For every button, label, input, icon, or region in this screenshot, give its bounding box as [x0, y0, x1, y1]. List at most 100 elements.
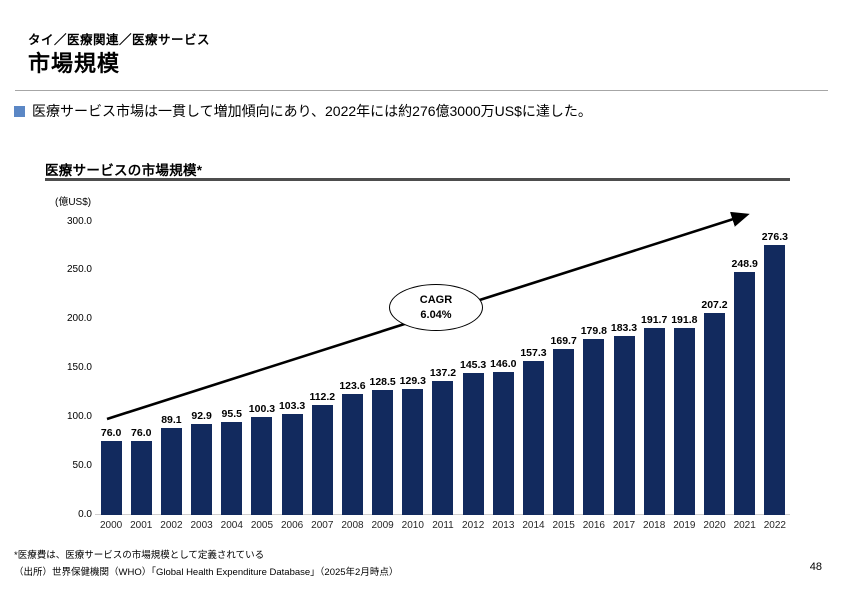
bar-rect — [462, 373, 484, 515]
bar-rect — [130, 440, 152, 515]
bar-rect — [643, 327, 665, 515]
x-tick-label: 2010 — [401, 520, 424, 531]
bar-rect — [221, 421, 243, 515]
bar-value-label: 92.9 — [191, 410, 212, 423]
bar-rect — [432, 381, 454, 515]
bar-2004: 95.5 — [217, 408, 247, 515]
y-axis-ticks: 300.0 250.0 200.0 150.0 100.0 50.0 0.0 — [40, 216, 92, 520]
x-tick-label: 2015 — [552, 520, 575, 531]
bar-2013: 146.0 — [488, 358, 518, 515]
x-tick-label: 2009 — [371, 520, 394, 531]
bar-value-label: 179.8 — [580, 325, 607, 338]
bar-2021: 248.9 — [730, 258, 760, 515]
bar-rect — [311, 405, 333, 515]
summary-bullet: 医療サービス市場は一貫して増加傾向にあり、2022年には約276億3000万US… — [14, 102, 814, 121]
y-tick-label: 50.0 — [72, 459, 92, 471]
bar-2008: 123.6 — [337, 380, 367, 515]
bar-2001: 76.0 — [126, 427, 156, 515]
bar-rect — [191, 424, 213, 515]
bar-2020: 207.2 — [699, 299, 729, 515]
footnote-source: （出所）世界保健機関（WHO）「Global Health Expenditur… — [14, 567, 399, 578]
bar-rect — [251, 417, 273, 515]
bar-value-label: 145.3 — [460, 359, 487, 372]
x-axis-labels: 2000 2001 2002 2003 2004 2005 2006 2007 2008 2009… — [96, 520, 790, 531]
bar-rect — [764, 245, 786, 515]
summary-text: 医療サービス市場は一貫して増加傾向にあり、2022年には約276億3000万US… — [32, 103, 592, 119]
bar-2012: 145.3 — [458, 359, 488, 515]
x-tick-label: 2005 — [250, 520, 274, 531]
bar-2006: 103.3 — [277, 400, 307, 515]
bar-2009: 128.5 — [368, 376, 398, 515]
page-number: 48 — [809, 561, 822, 573]
bar-2002: 89.1 — [156, 414, 186, 515]
y-tick-label: 300.0 — [66, 215, 92, 227]
bar-value-label: 191.7 — [641, 313, 668, 326]
bar-value-label: 191.8 — [671, 313, 698, 326]
bar-2015: 169.7 — [549, 335, 579, 515]
bar-rect — [492, 372, 514, 515]
header-divider — [15, 90, 828, 91]
bar-2007: 112.2 — [307, 391, 337, 515]
x-tick-label: 2020 — [703, 520, 726, 531]
bar-value-label: 123.6 — [339, 380, 366, 393]
bar-rect — [100, 440, 122, 515]
bar-value-label: 248.9 — [731, 257, 758, 270]
x-tick-label: 2018 — [643, 520, 666, 531]
bar-value-label: 207.2 — [701, 298, 728, 311]
bar-2003: 92.9 — [187, 410, 217, 515]
bar-series: 76.0 76.0 89.1 92.9 95.5 100.3 103.3 112.2 123.6… — [96, 222, 790, 515]
chart-title-divider — [45, 178, 790, 181]
breadcrumb: タイ／医療関連／医療サービス — [28, 33, 211, 47]
bar-rect — [522, 361, 544, 515]
x-tick-label: 2006 — [280, 520, 304, 531]
bar-value-label: 129.3 — [399, 374, 426, 387]
x-tick-label: 2021 — [733, 520, 756, 531]
x-tick-label: 2013 — [492, 520, 515, 531]
bar-value-label: 183.3 — [610, 321, 638, 334]
bar-value-label: 137.2 — [429, 367, 457, 380]
y-tick-label: 0.0 — [78, 508, 92, 520]
bar-rect — [613, 335, 635, 515]
x-tick-label: 2003 — [190, 520, 213, 531]
footnote-definition: *医療費は、医療サービスの市場規模として定義されている — [14, 550, 265, 561]
y-tick-label: 200.0 — [66, 313, 92, 325]
bar-rect — [583, 339, 605, 515]
x-tick-label: 2012 — [462, 520, 485, 531]
x-tick-label: 2000 — [99, 520, 123, 531]
x-tick-label: 2007 — [311, 520, 334, 531]
x-tick-label: 2008 — [341, 520, 364, 531]
bar-value-label: 100.3 — [248, 403, 276, 416]
bar-value-label: 76.0 — [131, 426, 152, 439]
bar-rect — [402, 388, 424, 515]
y-tick-label: 100.0 — [66, 410, 92, 422]
bar-value-label: 169.7 — [550, 335, 577, 348]
bar-value-label: 95.5 — [221, 407, 242, 420]
x-tick-label: 2011 — [432, 520, 454, 531]
bar-rect — [704, 312, 726, 515]
chart-title: 医療サービスの市場規模* — [45, 163, 203, 178]
y-axis-unit-label: (億US$) — [55, 197, 92, 208]
bar-2000: 76.0 — [96, 427, 126, 515]
bar-value-label: 112.2 — [309, 391, 336, 404]
bar-2022: 276.3 — [760, 231, 790, 515]
bar-2017: 183.3 — [609, 322, 639, 515]
bar-value-label: 89.1 — [161, 413, 182, 426]
bar-value-label: 146.0 — [490, 358, 517, 371]
bullet-square-icon — [14, 106, 25, 117]
bar-value-label: 276.3 — [761, 231, 788, 244]
bar-rect — [734, 271, 756, 515]
bar-2010: 129.3 — [398, 375, 428, 515]
cagr-value: 6.04% — [420, 308, 452, 321]
x-tick-label: 2016 — [582, 520, 605, 531]
x-tick-label: 2019 — [673, 520, 696, 531]
cagr-label: CAGR — [419, 294, 453, 307]
x-tick-label: 2001 — [130, 520, 153, 531]
page-title: 市場規模 — [28, 51, 121, 76]
bar-2016: 179.8 — [579, 325, 609, 515]
bar-rect — [281, 414, 303, 515]
x-tick-label: 2017 — [612, 520, 636, 531]
bar-2018: 191.7 — [639, 314, 669, 515]
x-tick-label: 2022 — [763, 520, 786, 531]
bar-2011: 137.2 — [428, 367, 458, 515]
